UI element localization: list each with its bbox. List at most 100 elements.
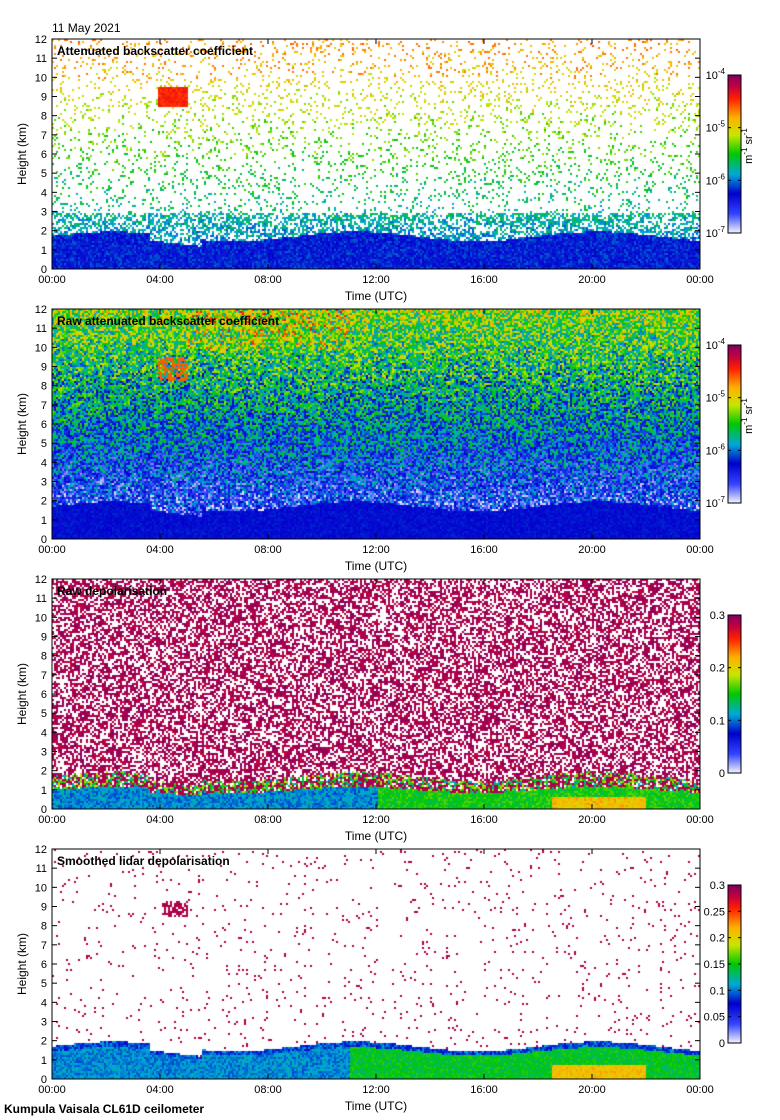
x-tick-label: 08:00 [254,1084,282,1096]
x-axis-label: Time (UTC) [345,289,407,303]
y-axis-label: Height (km) [15,933,29,995]
colorbar-tick-label: 0.05 [704,1012,725,1024]
y-axis-label: Height (km) [15,123,29,185]
y-tick-label: 7 [41,670,47,682]
x-axis-label: Time (UTC) [345,1099,407,1113]
colorbar-tick-label: 10-5 [706,390,726,405]
colorbar-tick-label: 10-6 [706,442,726,457]
y-tick-label: 6 [41,149,47,161]
x-tick-label: 00:00 [686,1084,714,1096]
x-axis-label: Time (UTC) [345,829,407,843]
y-tick-label: 12 [35,304,47,316]
y-tick-label: 9 [41,362,47,374]
x-tick-label: 00:00 [38,544,66,556]
y-tick-label: 9 [41,92,47,104]
heatmap-field [52,39,700,269]
y-tick-label: 11 [36,53,47,65]
panel-title: Raw depolarisation [57,584,167,598]
colorbar-tick-label: 10-4 [706,67,726,82]
y-tick-label: 4 [41,187,47,199]
colorbar-tick-label: 0.3 [710,880,725,892]
y-tick-label: 12 [35,574,47,586]
y-tick-label: 10 [35,342,47,354]
y-tick-label: 0 [41,264,47,276]
x-tick-label: 04:00 [146,274,174,286]
colorbar-tick-label: 0.15 [704,959,725,971]
colorbar [727,344,742,504]
panel-title: Raw attenuated backscatter coefficient [57,314,279,328]
x-tick-label: 16:00 [470,544,498,556]
y-tick-label: 7 [41,400,47,412]
colorbar-tick-label: 10-4 [706,337,726,352]
y-tick-label: 12 [35,844,47,856]
colorbar-tick-label: 0 [719,768,725,780]
colorbar-tick-label: 0.1 [710,985,725,997]
y-tick-label: 3 [41,747,47,759]
x-tick-label: 00:00 [686,814,714,826]
figure-footer: Kumpula Vaisala CL61D ceilometer [4,1102,204,1116]
x-tick-label: 08:00 [254,274,282,286]
x-tick-label: 00:00 [686,544,714,556]
x-tick-label: 20:00 [578,274,606,286]
heatmap-field [52,309,700,539]
y-axis-label: Height (km) [15,393,29,455]
x-tick-label: 16:00 [470,274,498,286]
colorbar-tick-label: 0.2 [710,663,725,675]
y-tick-label: 3 [41,1017,47,1029]
y-tick-label: 5 [41,168,47,180]
colorbar-tick-label: 10-7 [706,495,726,510]
x-tick-label: 20:00 [578,814,606,826]
x-tick-label: 12:00 [362,814,390,826]
y-tick-label: 10 [35,882,47,894]
y-tick-label: 1 [41,245,47,257]
y-tick-label: 12 [35,34,47,46]
heatmap-field [52,849,700,1079]
colorbar [727,614,742,774]
x-tick-label: 16:00 [470,814,498,826]
colorbar-tick-label: 10-6 [706,172,726,187]
colorbar-tick-label: 0.25 [704,906,725,918]
colorbar-tick-label: 0.2 [710,933,725,945]
x-tick-label: 04:00 [146,814,174,826]
y-tick-label: 3 [41,207,47,219]
y-tick-label: 8 [41,921,47,933]
figure-date: 11 May 2021 [52,21,121,35]
y-tick-label: 0 [41,534,47,546]
y-tick-label: 6 [41,689,47,701]
y-tick-label: 0 [41,1074,47,1086]
y-tick-label: 8 [41,381,47,393]
y-tick-label: 9 [41,632,47,644]
y-tick-label: 10 [35,612,47,624]
y-axis-label: Height (km) [15,663,29,725]
y-tick-label: 10 [35,72,47,84]
x-tick-label: 12:00 [362,1084,390,1096]
y-tick-label: 5 [41,438,47,450]
colorbar-tick-label: 0.1 [710,715,725,727]
panel-title: Attenuated backscatter coefficient [57,44,253,58]
x-tick-label: 12:00 [362,544,390,556]
x-axis-label: Time (UTC) [345,559,407,573]
x-tick-label: 04:00 [146,1084,174,1096]
y-tick-label: 11 [36,593,47,605]
panel-title: Smoothed lidar depolarisation [57,854,230,868]
y-tick-label: 5 [41,708,47,720]
y-tick-label: 7 [41,130,47,142]
y-tick-label: 11 [36,323,47,335]
y-tick-label: 8 [41,651,47,663]
x-tick-label: 00:00 [38,814,66,826]
x-tick-label: 12:00 [362,274,390,286]
y-tick-label: 5 [41,978,47,990]
y-tick-label: 6 [41,959,47,971]
colorbar-tick-label: 10-7 [706,225,726,240]
y-tick-label: 1 [41,1055,47,1067]
x-tick-label: 04:00 [146,544,174,556]
y-tick-label: 4 [41,997,47,1009]
y-tick-label: 2 [41,496,47,508]
y-tick-label: 1 [41,785,47,797]
y-tick-label: 4 [41,727,47,739]
colorbar-unit-label: m-1 sr-1 [740,128,755,164]
